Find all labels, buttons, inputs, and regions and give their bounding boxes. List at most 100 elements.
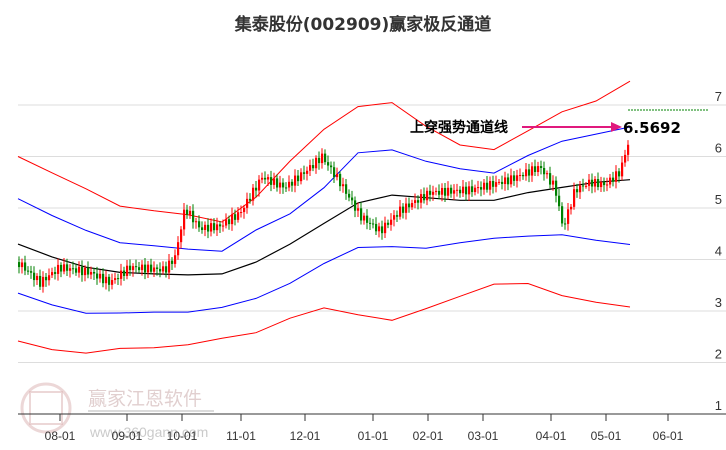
candle — [597, 179, 600, 188]
candle — [210, 223, 213, 232]
candle — [201, 227, 204, 230]
candle — [495, 182, 498, 187]
candle — [222, 225, 225, 227]
candle — [249, 198, 252, 201]
candle — [585, 185, 588, 187]
candle — [234, 214, 237, 220]
candle — [258, 179, 261, 191]
candle — [552, 180, 555, 185]
candle — [615, 171, 618, 182]
candle — [171, 260, 174, 264]
candle — [477, 187, 480, 189]
candle — [168, 260, 171, 273]
candle — [315, 157, 318, 169]
candle — [45, 276, 48, 281]
candle — [183, 209, 186, 230]
candle — [384, 222, 387, 234]
candle — [450, 187, 453, 194]
candle — [180, 229, 183, 243]
x-tick-label: 05-01 — [591, 429, 622, 443]
candle — [561, 206, 564, 224]
candle — [324, 153, 327, 163]
candle — [24, 262, 27, 271]
candle — [333, 167, 336, 178]
candle — [21, 262, 24, 268]
candle — [279, 182, 282, 188]
candle — [255, 187, 258, 191]
candle — [156, 267, 159, 269]
candle — [96, 273, 99, 279]
arrow-head-icon — [611, 122, 622, 132]
candle — [36, 275, 39, 281]
candle — [261, 177, 264, 180]
y-tick-label: 4 — [715, 244, 722, 259]
chart-title: 集泰股份(002909)赢家极反通道 — [234, 15, 492, 35]
candle — [549, 173, 552, 185]
candle — [303, 172, 306, 174]
candle — [537, 166, 540, 173]
candle — [51, 272, 54, 276]
band-line — [17, 179, 631, 276]
candle — [621, 162, 624, 177]
candle — [150, 264, 153, 272]
candle — [462, 186, 465, 194]
candle — [393, 215, 396, 220]
candle — [606, 184, 609, 186]
candle — [177, 242, 180, 256]
candle — [411, 202, 414, 208]
candle — [192, 210, 195, 223]
candle — [594, 179, 597, 187]
candle — [408, 203, 411, 208]
candle — [330, 165, 333, 168]
candle — [489, 181, 492, 190]
candle — [219, 224, 222, 227]
x-tick-label: 02-01 — [413, 429, 444, 443]
candle — [30, 271, 33, 273]
candle — [516, 175, 519, 181]
candle — [558, 195, 561, 207]
candle — [240, 212, 243, 214]
annotation-label: 上穿强势通道线 — [410, 119, 508, 136]
candle — [18, 262, 21, 268]
candle — [363, 215, 366, 221]
candle — [501, 181, 504, 185]
candle — [534, 166, 537, 173]
candle — [555, 180, 558, 196]
x-axis: 08-01 09-01 10-01 11-01 12-01 01-01 02-01 03-01… — [18, 413, 726, 443]
candle — [420, 194, 423, 203]
channel-bands — [17, 80, 631, 354]
candle — [531, 166, 534, 176]
candle — [300, 172, 303, 182]
candle — [27, 270, 30, 272]
candle — [87, 267, 90, 275]
candle — [573, 189, 576, 207]
y-tick-label: 7 — [715, 89, 722, 104]
candle — [504, 177, 507, 185]
x-tick-label: 08-01 — [45, 429, 76, 443]
candle — [546, 173, 549, 175]
candle — [174, 255, 177, 264]
candle — [33, 272, 36, 281]
candle — [159, 268, 162, 272]
candle — [225, 219, 228, 226]
candle — [405, 203, 408, 213]
candle — [270, 177, 273, 185]
candle — [102, 273, 105, 284]
candle — [78, 266, 81, 273]
x-tick-label: 11-01 — [226, 429, 256, 443]
candle — [228, 219, 231, 225]
y-tick-label: 5 — [715, 192, 722, 207]
candle — [123, 270, 126, 276]
candle — [282, 182, 285, 188]
candle — [570, 206, 573, 210]
candle — [609, 177, 612, 185]
candle — [84, 267, 87, 276]
candle — [198, 221, 201, 228]
candle — [612, 177, 615, 182]
y-tick-label: 3 — [715, 295, 722, 310]
candle — [447, 187, 450, 196]
candle — [126, 265, 129, 276]
band-line — [17, 80, 631, 223]
candle — [432, 191, 435, 195]
candle — [195, 221, 198, 223]
